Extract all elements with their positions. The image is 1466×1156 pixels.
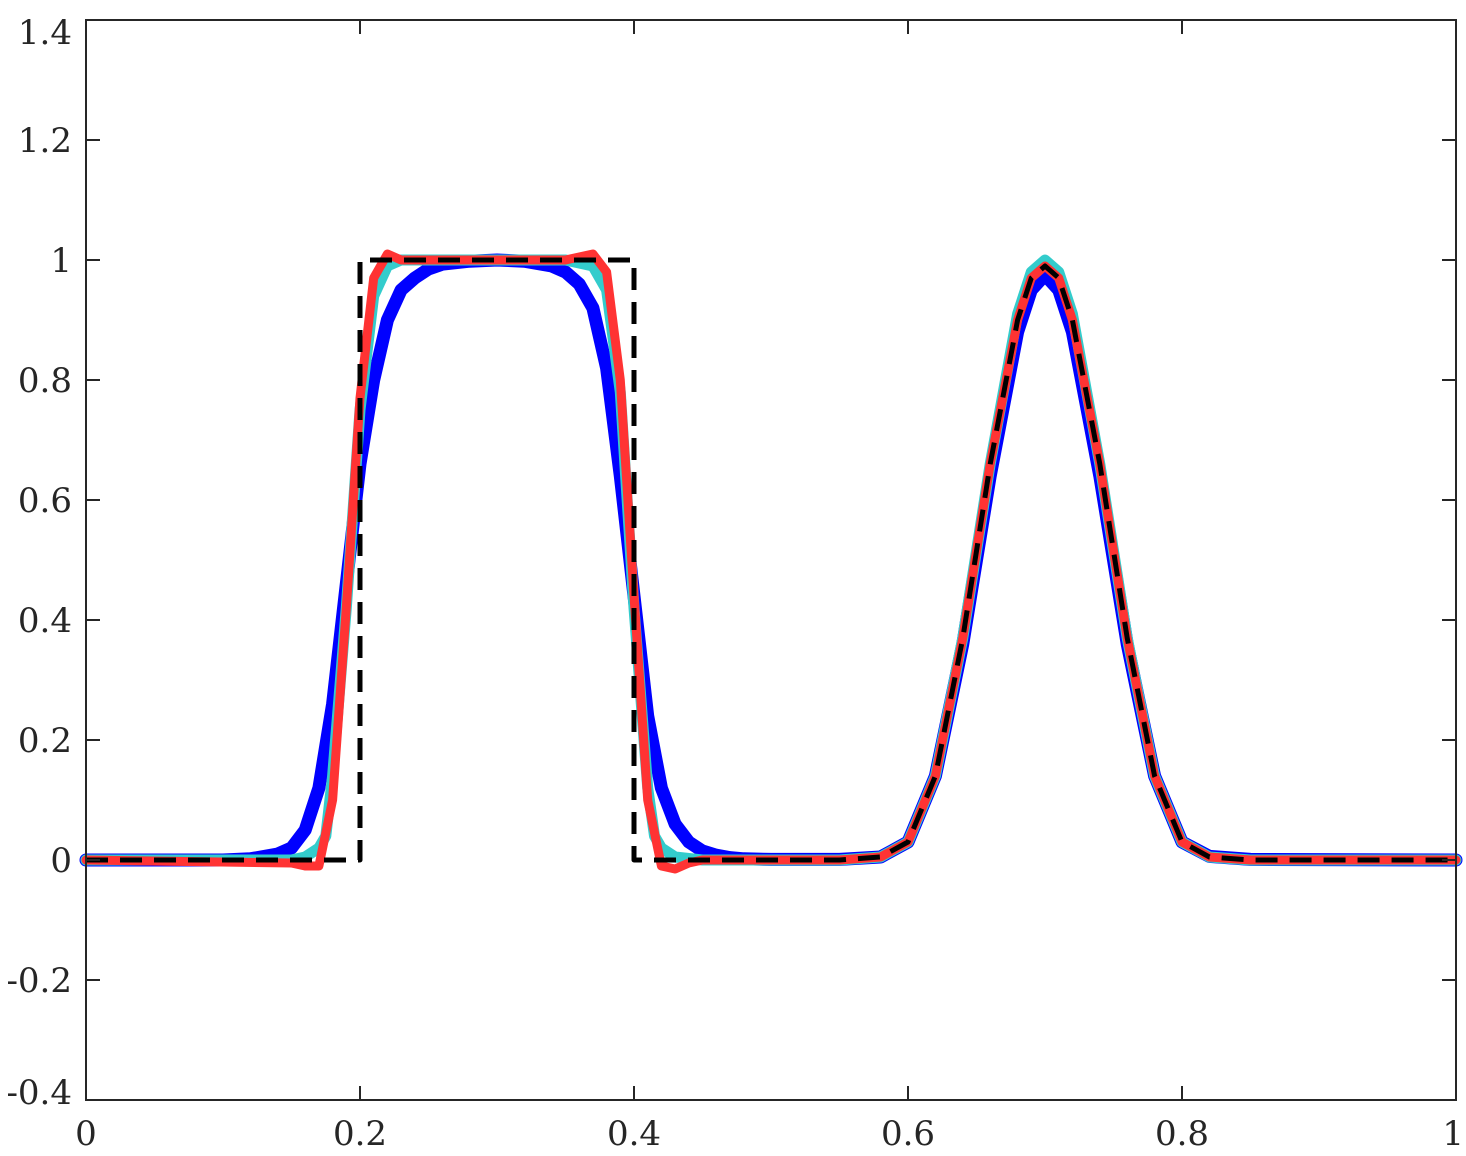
series-layer (79, 249, 1463, 874)
y-tick-label: 1 (50, 241, 72, 281)
x-tick-label: 0.4 (607, 1114, 661, 1154)
x-tick-label: 0.8 (1155, 1114, 1209, 1154)
x-tick-label: 1 (1442, 1114, 1464, 1154)
y-tick-label: -0.2 (6, 961, 72, 1001)
x-tick-label: 0.6 (881, 1114, 935, 1154)
tick-labels-layer: 0 0.2 0.4 0.6 0.8 1 -0.4 -0.2 0 0.2 0.4 0.6 0.8 1 1.2 1… (6, 13, 1464, 1154)
y-tick-label: 0.4 (18, 601, 72, 641)
plot-background (86, 20, 1456, 1100)
y-tick-label: 0.2 (18, 721, 72, 761)
y-tick-label: 0.6 (18, 481, 72, 521)
y-tick-label: 0 (50, 841, 72, 881)
x-tick-label: 0 (75, 1114, 97, 1154)
x-tick-label: 0.2 (333, 1114, 387, 1154)
series-line-4 (86, 257, 1456, 863)
y-tick-label: -0.4 (6, 1073, 72, 1113)
y-tick-label: 1.2 (18, 121, 72, 161)
plot-frame (85, 19, 1457, 1101)
y-tick-label: 1.4 (18, 13, 72, 53)
y-tick-label: 0.8 (18, 361, 72, 401)
